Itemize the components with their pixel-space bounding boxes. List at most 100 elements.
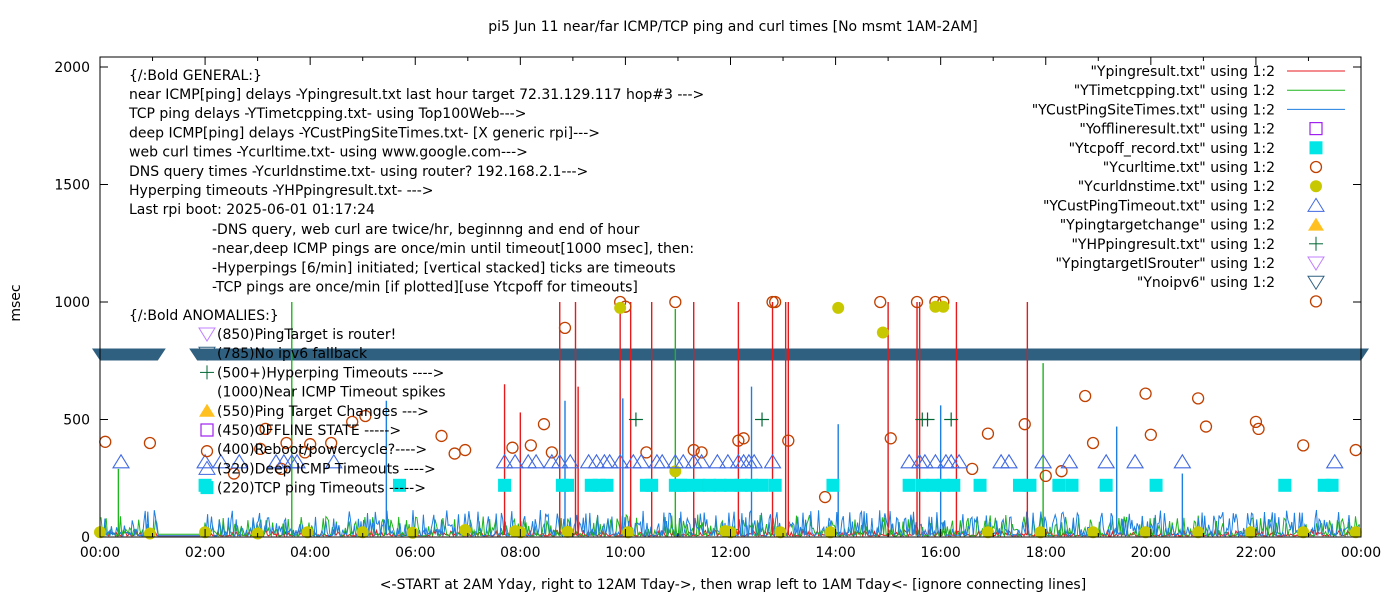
note-line: -Hyperpings [6/min] initiated; [vertical… <box>212 260 676 276</box>
tcpoff-point <box>926 478 940 492</box>
curldnstime-point <box>981 526 994 539</box>
legend-label: "YCustPingSiteTimes.txt" using 1:2 <box>1032 102 1275 118</box>
curltime-point <box>640 446 653 459</box>
custpingtimeout-point <box>1126 453 1145 469</box>
curltime-point <box>1139 387 1152 400</box>
custpingtimeout-point <box>992 453 1011 469</box>
legend-swatch-filled-circle <box>1310 180 1322 193</box>
tcpoff-point <box>713 478 727 492</box>
x-tick-label: 10:00 <box>605 545 645 561</box>
custpingtimeout-point <box>632 453 651 469</box>
legend-label: "YpingtargetISrouter" using 1:2 <box>1055 256 1275 272</box>
curltime-point <box>435 429 448 443</box>
custpingtimeout-point <box>1325 453 1344 469</box>
legend-label: "YCustPingTimeout.txt" using 1:2 <box>1043 198 1275 214</box>
curldnstime-point <box>143 527 156 540</box>
curltime-point <box>695 446 708 459</box>
tcpoff-point <box>1325 478 1339 492</box>
x-tick-label: 00:00 <box>1341 545 1381 561</box>
general-line: deep ICMP[ping] delays -YCustPingSiteTim… <box>129 125 600 141</box>
curltime-point <box>769 295 782 309</box>
tcpoff-point <box>915 478 929 492</box>
curldnstime-point <box>1244 526 1257 539</box>
custpingtimeout-point <box>495 453 514 469</box>
custpingtimeout-point <box>324 453 343 469</box>
curltime-point <box>143 436 157 450</box>
legend-swatch-open-square <box>1309 121 1323 136</box>
tcpoff-point <box>1278 478 1292 492</box>
custpingtimeout-point <box>196 453 215 469</box>
legend-swatch-open-circle <box>1309 160 1323 174</box>
custpingtimeout-point <box>112 453 131 469</box>
custpingtimeout-point <box>288 453 307 469</box>
curldnstime-point <box>876 326 889 339</box>
legend-label: "Ycurldnstime.txt" using 1:2 <box>1078 179 1275 195</box>
curltime-point <box>874 295 887 309</box>
custpingtimeout-point <box>1034 453 1053 469</box>
custpingtimeout-point <box>915 453 934 469</box>
custpingtimeout-point <box>506 453 525 469</box>
curltime-point <box>1144 428 1157 441</box>
custpingtimeout-point <box>624 453 643 469</box>
curltime-point <box>325 436 338 450</box>
legend-label: "Ynoipv6" using 1:2 <box>1137 275 1275 291</box>
legend-swatch-filled-triangle-up <box>1308 217 1324 231</box>
tcpoff-point <box>498 478 512 492</box>
x-tick-label: 12:00 <box>710 545 750 561</box>
x-tick-label: 22:00 <box>1236 545 1276 561</box>
legend-swatch-triangle-up <box>1307 197 1325 212</box>
anomaly-line: (785)No ipv6 fallback <box>217 346 368 362</box>
x-tick-label: 02:00 <box>185 545 225 561</box>
custpingtimeout-point <box>674 453 693 469</box>
anomaly-line: (850)PingTarget is router! <box>217 327 396 343</box>
tcpoff-point <box>1065 478 1079 492</box>
legend-swatch-triangle-down <box>1307 275 1325 291</box>
tcpoff-point <box>1149 478 1163 492</box>
curltime-point <box>545 446 559 459</box>
x-tick-label: 04:00 <box>290 545 330 561</box>
general-line: near ICMP[ping] delays -Ypingresult.txt … <box>129 87 704 103</box>
ynoipv6-band <box>189 348 1369 361</box>
anomaly-marker-icon <box>199 403 215 417</box>
anomaly-line: (450)OFFLINE STATE -----> <box>217 423 401 439</box>
curltime-point <box>884 432 897 445</box>
custpingtimeout-point <box>1173 453 1192 469</box>
custpingtimeout-point <box>999 453 1018 469</box>
anomalies-header: {/:Bold ANOMALIES:} <box>129 308 279 324</box>
anomaly-line: (550)Ping Target Changes ---> <box>217 404 429 420</box>
curltime-point <box>448 447 461 460</box>
legend-label: "YTimetcpping.txt" using 1:2 <box>1074 83 1275 99</box>
curltime-point <box>524 439 537 452</box>
anomaly-marker-icon <box>198 346 216 362</box>
custpingtimeout-point <box>579 453 598 469</box>
curltime-point <box>782 434 795 447</box>
curldnstime-point <box>614 301 627 314</box>
curltime-point <box>1191 392 1205 405</box>
anomaly-line: (220)TCP ping Timeouts -----> <box>217 481 426 497</box>
curltime-point <box>346 415 359 429</box>
x-tick-label: 08:00 <box>500 545 540 561</box>
general-line: Last rpi boot: 2025-06-01 01:17:24 <box>129 202 375 218</box>
curldnstime-point <box>1192 526 1205 539</box>
tcpoff-point <box>826 478 840 492</box>
hpping-point <box>920 412 935 427</box>
curltime-point <box>459 443 472 457</box>
curldnstime-point <box>824 526 837 539</box>
legend-label: "Ytcpoff_record.txt" using 1:2 <box>1069 141 1275 157</box>
custpingtimeout-point <box>595 453 614 469</box>
tcpoff-point <box>1023 478 1037 492</box>
tcpoff-point <box>734 478 748 492</box>
legend-swatch-filled-square <box>1309 141 1323 155</box>
general-line: DNS query times -Ycurldnstime.txt- using… <box>129 164 588 180</box>
legend: "Ypingresult.txt" using 1:2 "YTimetcpping… <box>1032 64 1345 308</box>
custpingtimeout-point <box>561 453 580 469</box>
anomaly-line: (1000)Near ICMP Timeout spikes <box>217 385 446 401</box>
custpingtimeout-point <box>527 453 546 469</box>
y-axis-label: msec <box>8 284 24 321</box>
hpping-point <box>755 412 770 427</box>
tcpoff-point <box>692 478 706 492</box>
legend-label: "Ycurltime.txt" using 1:2 <box>1103 160 1275 176</box>
tcpoff-point <box>973 478 987 492</box>
curltime-point <box>1079 389 1092 403</box>
custpingtimeout-point <box>519 453 538 469</box>
